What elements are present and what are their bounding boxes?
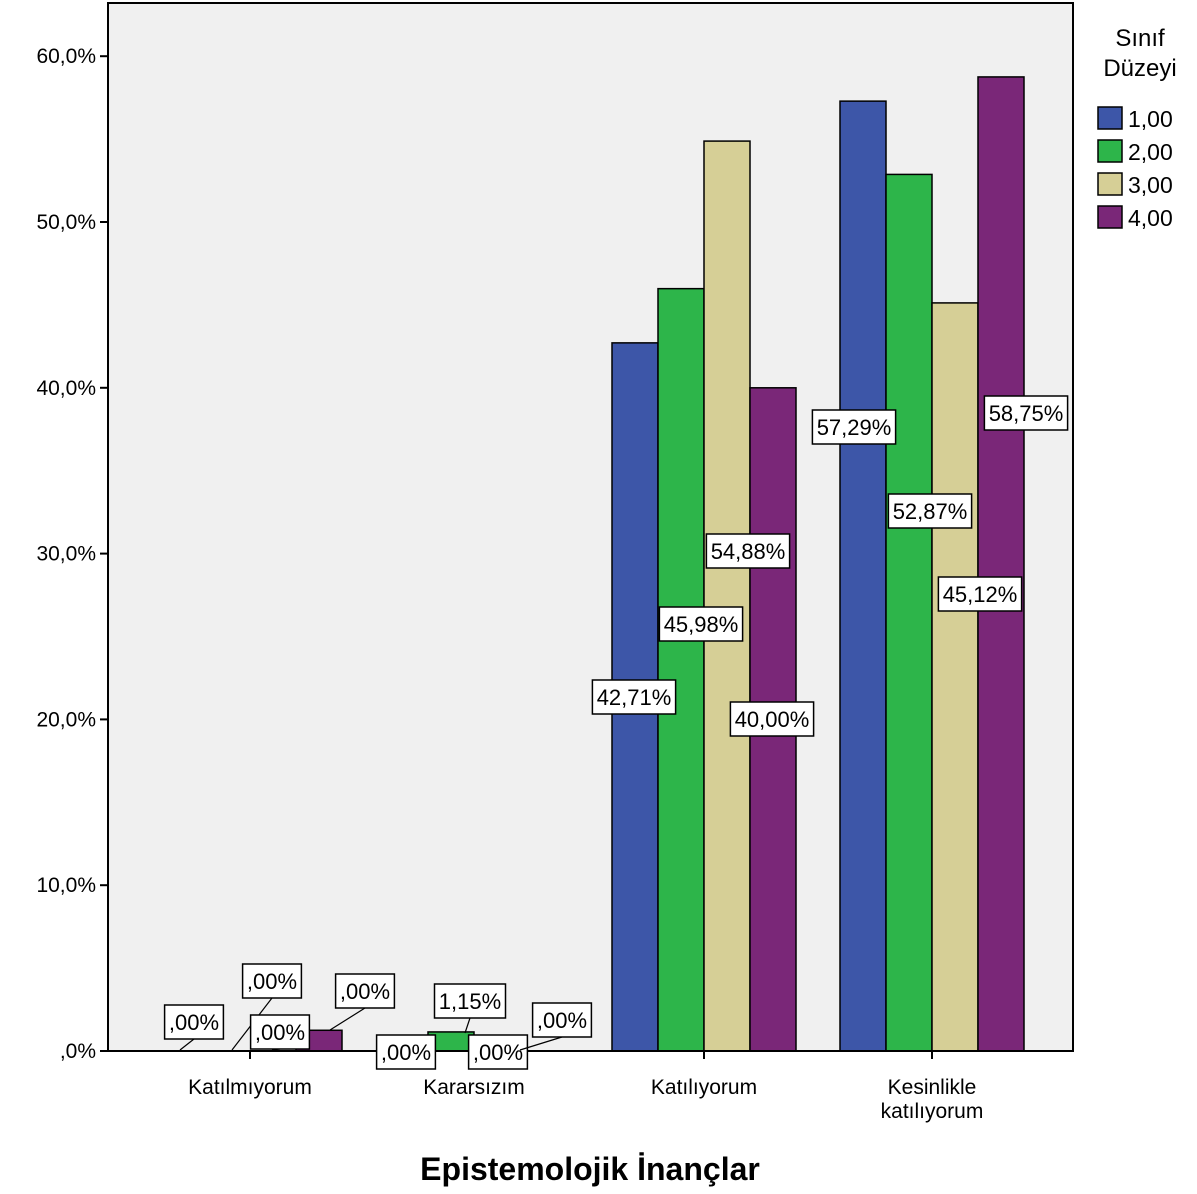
data-label: 57,29%: [817, 415, 892, 440]
y-tick-label: 50,0%: [36, 211, 96, 234]
data-label-box: [249, 1014, 311, 1050]
legend: Sınıf Düzeyi 1,00 2,00 3,00 4,00: [1097, 25, 1177, 231]
data-label-box: [163, 1004, 225, 1040]
legend-label: 4,00: [1128, 205, 1173, 231]
bar-series-1-cat-4: [839, 100, 887, 1052]
y-tick-label: 40,0%: [36, 377, 96, 400]
bar-series-3-cat-3: [703, 140, 751, 1052]
data-label: ,00%: [537, 1008, 587, 1033]
data-label-box: [467, 1034, 529, 1070]
data-label: ,00%: [381, 1040, 431, 1065]
legend-label: 2,00: [1128, 139, 1173, 165]
y-tick-label: 30,0%: [36, 543, 96, 566]
data-label-leader: [329, 1007, 366, 1031]
data-label-box: [983, 395, 1069, 431]
data-label: 45,12%: [943, 582, 1018, 607]
data-label: 42,71%: [597, 685, 672, 710]
x-category-label: Katılıyorum: [651, 1076, 757, 1099]
data-label: ,00%: [169, 1010, 219, 1035]
legend-title: Düzeyi: [1103, 55, 1176, 82]
data-label-box: [433, 983, 507, 1019]
y-tick-label: 20,0%: [36, 708, 96, 731]
data-label: ,00%: [340, 979, 390, 1004]
data-label: 58,75%: [989, 401, 1064, 426]
x-category-label: Kesinlikle: [888, 1076, 977, 1099]
x-axis: Katılmıyorum Kararsızım Katılıyorum Kesinli…: [188, 1051, 983, 1123]
data-label-box: [729, 701, 815, 737]
legend-label: 3,00: [1128, 172, 1173, 198]
data-label-box: [658, 606, 744, 642]
data-label-leader: [179, 1038, 195, 1051]
legend-swatch: [1097, 139, 1123, 163]
legend-swatch: [1097, 172, 1123, 196]
x-axis-title: Epistemolojik İnançlar: [420, 1151, 760, 1187]
data-label-box: [591, 679, 677, 715]
y-axis: ,0% 10,0% 20,0% 30,0% 40,0% 50,0% 60,0%: [36, 45, 108, 1063]
data-label-leader: [464, 1017, 471, 1034]
bar-series-4-cat-4: [977, 76, 1025, 1052]
data-labels: ,00% ,00% ,00% ,00% ,00% 1,15% ,00% ,00% 42,71% 4…: [163, 395, 1069, 1070]
data-label: 1,15%: [439, 989, 501, 1014]
data-label: ,00%: [255, 1020, 305, 1045]
data-label-box: [241, 963, 303, 999]
legend-label: 1,00: [1128, 106, 1173, 132]
legend-swatch: [1097, 106, 1123, 130]
data-label-box: [811, 409, 897, 445]
legend-title: Sınıf: [1115, 25, 1165, 52]
data-label: ,00%: [473, 1040, 523, 1065]
bar-series-2-cat-4: [885, 173, 933, 1052]
data-label: 45,98%: [664, 612, 739, 637]
y-tick-label: 60,0%: [36, 45, 96, 68]
x-category-label: Katılmıyorum: [188, 1076, 312, 1099]
x-category-label: Kararsızım: [423, 1076, 525, 1099]
data-label-box: [887, 493, 973, 529]
data-label-box: [334, 973, 396, 1009]
legend-swatch: [1097, 205, 1123, 229]
data-label-box: [937, 576, 1023, 612]
y-tick-label: ,0%: [60, 1040, 96, 1063]
y-tick-label: 10,0%: [36, 874, 96, 897]
data-label-box: [375, 1034, 437, 1070]
data-label: ,00%: [247, 969, 297, 994]
data-label-box: [705, 533, 791, 569]
bar-series-2-cat-3: [657, 287, 705, 1052]
data-label-box: [531, 1002, 593, 1038]
data-label: 40,00%: [735, 707, 810, 732]
data-label: 52,87%: [893, 499, 968, 524]
x-category-label: katılıyorum: [881, 1100, 984, 1123]
data-label: 54,88%: [711, 539, 786, 564]
data-label-leader: [519, 1036, 563, 1051]
bar-series-3-cat-4: [931, 302, 979, 1052]
